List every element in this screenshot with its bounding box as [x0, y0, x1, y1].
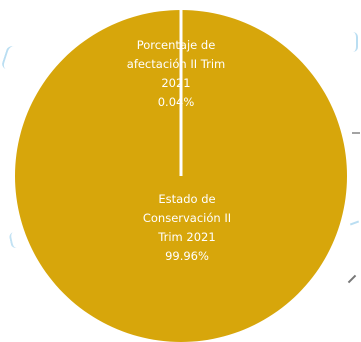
small-slice-value: 0.04%	[158, 95, 195, 109]
large-slice-label-line-2: Conservación II	[143, 211, 231, 225]
scan-mark	[346, 32, 358, 52]
data-label-small-slice: Porcentaje de afectación II Trim 2021 0.…	[127, 38, 225, 109]
large-slice-label-line-1: Estado de	[158, 192, 215, 206]
small-slice-label-line-2: afectación II Trim	[127, 57, 225, 71]
scan-mark	[352, 132, 360, 134]
large-slice-value: 99.96%	[165, 249, 209, 263]
pie-slices	[15, 10, 347, 342]
small-slice-label-line-3: 2021	[161, 76, 190, 90]
data-label-large-slice: Estado de Conservación II Trim 2021 99.9…	[143, 192, 231, 263]
large-slice-label-line-3: Trim 2021	[157, 230, 215, 244]
small-slice-label-line-1: Porcentaje de	[137, 38, 216, 52]
